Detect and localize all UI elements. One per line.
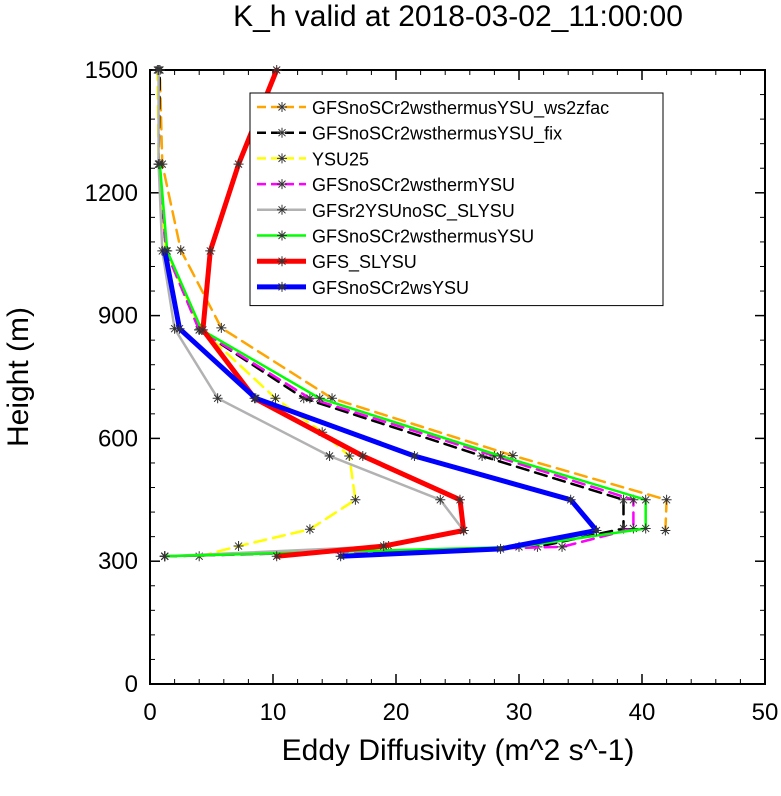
legend-label: GFSnoSCr2wsthermusYSU bbox=[312, 227, 534, 247]
legend-item: GFS_SLYSU bbox=[257, 252, 417, 273]
y-tick-label: 600 bbox=[98, 425, 138, 452]
legend-label: GFS_SLYSU bbox=[312, 252, 417, 273]
data-point-marker bbox=[298, 393, 309, 404]
series-line bbox=[158, 68, 668, 532]
data-point-marker bbox=[304, 524, 315, 535]
data-point-marker bbox=[304, 393, 315, 404]
legend-item: GFSnoSCr2wsthermusYSU bbox=[257, 227, 534, 247]
data-point-marker bbox=[212, 393, 223, 404]
data-point-marker bbox=[344, 451, 355, 462]
series-line bbox=[200, 67, 467, 559]
legend-label: GFSnoSCr2wsthermYSU bbox=[312, 175, 515, 195]
legend-marker bbox=[277, 256, 287, 267]
y-tick-label: 1200 bbox=[85, 180, 138, 207]
x-tick-label: 50 bbox=[752, 699, 779, 726]
legend-item: GFSnoSCr2wsYSU bbox=[257, 278, 469, 298]
x-tick-label: 0 bbox=[143, 699, 156, 726]
x-tick-label: 20 bbox=[383, 699, 410, 726]
data-point-marker bbox=[335, 551, 346, 562]
plot-frame bbox=[149, 69, 766, 685]
data-point-marker bbox=[477, 451, 488, 462]
x-axis-label: Eddy Diffusivity (m^2 s^-1) bbox=[282, 734, 635, 767]
data-point-marker bbox=[378, 541, 389, 552]
legend-marker bbox=[277, 102, 287, 112]
legend-label: GFSnoSCr2wsYSU bbox=[312, 278, 469, 298]
data-point-marker bbox=[565, 494, 576, 505]
legend-item: GFSnoSCr2wsthermusYSU_fix bbox=[257, 124, 562, 145]
x-tick-label: 40 bbox=[629, 699, 656, 726]
data-point-marker bbox=[458, 525, 469, 536]
data-point-marker bbox=[250, 393, 261, 404]
legend-marker bbox=[277, 230, 287, 241]
data-point-marker bbox=[154, 159, 165, 170]
legend-marker bbox=[277, 281, 287, 292]
data-point-marker bbox=[435, 494, 446, 505]
axes: 0 10 20 30 40 50 0 300 600 900 1200 1500 bbox=[85, 57, 779, 726]
y-tick-label: 1500 bbox=[85, 57, 138, 84]
data-point-marker bbox=[618, 523, 629, 534]
data-point-marker bbox=[618, 494, 629, 505]
data-point-marker bbox=[591, 525, 602, 536]
legend-marker bbox=[277, 204, 287, 215]
data-point-marker bbox=[489, 451, 500, 462]
data-point-marker bbox=[327, 393, 338, 404]
y-tick-label: 300 bbox=[98, 548, 138, 575]
legend-item: GFSnoSCr2wsthermYSU bbox=[257, 175, 515, 195]
y-tick-label: 0 bbox=[125, 671, 138, 698]
legend-label: GFSnoSCr2wsthermusYSU_fix bbox=[312, 124, 562, 145]
data-point-marker bbox=[205, 245, 216, 256]
data-point-marker bbox=[640, 494, 651, 505]
x-tick-label: 30 bbox=[506, 699, 533, 726]
data-point-marker bbox=[661, 494, 672, 505]
data-point-marker bbox=[507, 450, 518, 461]
data-point-marker bbox=[628, 494, 639, 505]
data-point-marker bbox=[660, 525, 671, 536]
data-point-marker bbox=[233, 159, 244, 170]
data-point-marker bbox=[271, 551, 282, 562]
legend-marker bbox=[277, 153, 287, 164]
data-point-marker bbox=[159, 245, 170, 256]
y-tick-label: 900 bbox=[98, 303, 138, 330]
data-point-marker bbox=[197, 324, 208, 335]
data-point-marker bbox=[495, 543, 506, 554]
data-point-marker bbox=[159, 551, 170, 562]
data-point-marker bbox=[314, 393, 325, 404]
series-6 bbox=[197, 65, 469, 562]
legend-item: GFSnoSCr2wsthermusYSU_ws2zfac bbox=[257, 98, 609, 119]
data-point-marker bbox=[409, 451, 420, 462]
series-line bbox=[162, 248, 599, 559]
chart-title: K_h valid at 2018-03-02_11:00:00 bbox=[233, 0, 683, 33]
legend-marker bbox=[277, 127, 287, 138]
data-point-marker bbox=[640, 523, 651, 534]
data-point-marker bbox=[495, 451, 506, 462]
data-point-marker bbox=[350, 494, 361, 505]
series-7 bbox=[159, 245, 602, 562]
data-point-marker bbox=[216, 322, 227, 333]
data-point-marker bbox=[270, 393, 281, 404]
legend-item: YSU25 bbox=[257, 149, 369, 169]
legend-item: GFSr2YSUnoSC_SLYSU bbox=[257, 201, 515, 222]
data-point-marker bbox=[233, 541, 244, 552]
data-point-marker bbox=[454, 494, 465, 505]
series-lines bbox=[152, 65, 672, 562]
legend-label: YSU25 bbox=[312, 149, 369, 169]
legend-label: GFSr2YSUnoSC_SLYSU bbox=[312, 201, 515, 222]
data-point-marker bbox=[357, 451, 368, 462]
data-point-marker bbox=[271, 65, 282, 75]
data-point-marker bbox=[153, 65, 164, 75]
legend-label: GFSnoSCr2wsthermusYSU_ws2zfac bbox=[312, 98, 609, 119]
data-point-marker bbox=[628, 523, 639, 534]
legend-box bbox=[249, 92, 664, 307]
data-point-marker bbox=[174, 323, 185, 334]
x-tick-label: 10 bbox=[260, 699, 287, 726]
data-point-marker bbox=[175, 245, 186, 256]
legend-marker bbox=[277, 179, 287, 190]
data-point-marker bbox=[324, 451, 335, 462]
legend: GFSnoSCr2wsthermusYSU_ws2zfac GFSnoSCr2ws… bbox=[249, 92, 664, 307]
y-axis-label: Height (m) bbox=[2, 307, 35, 447]
data-point-marker bbox=[557, 541, 568, 552]
